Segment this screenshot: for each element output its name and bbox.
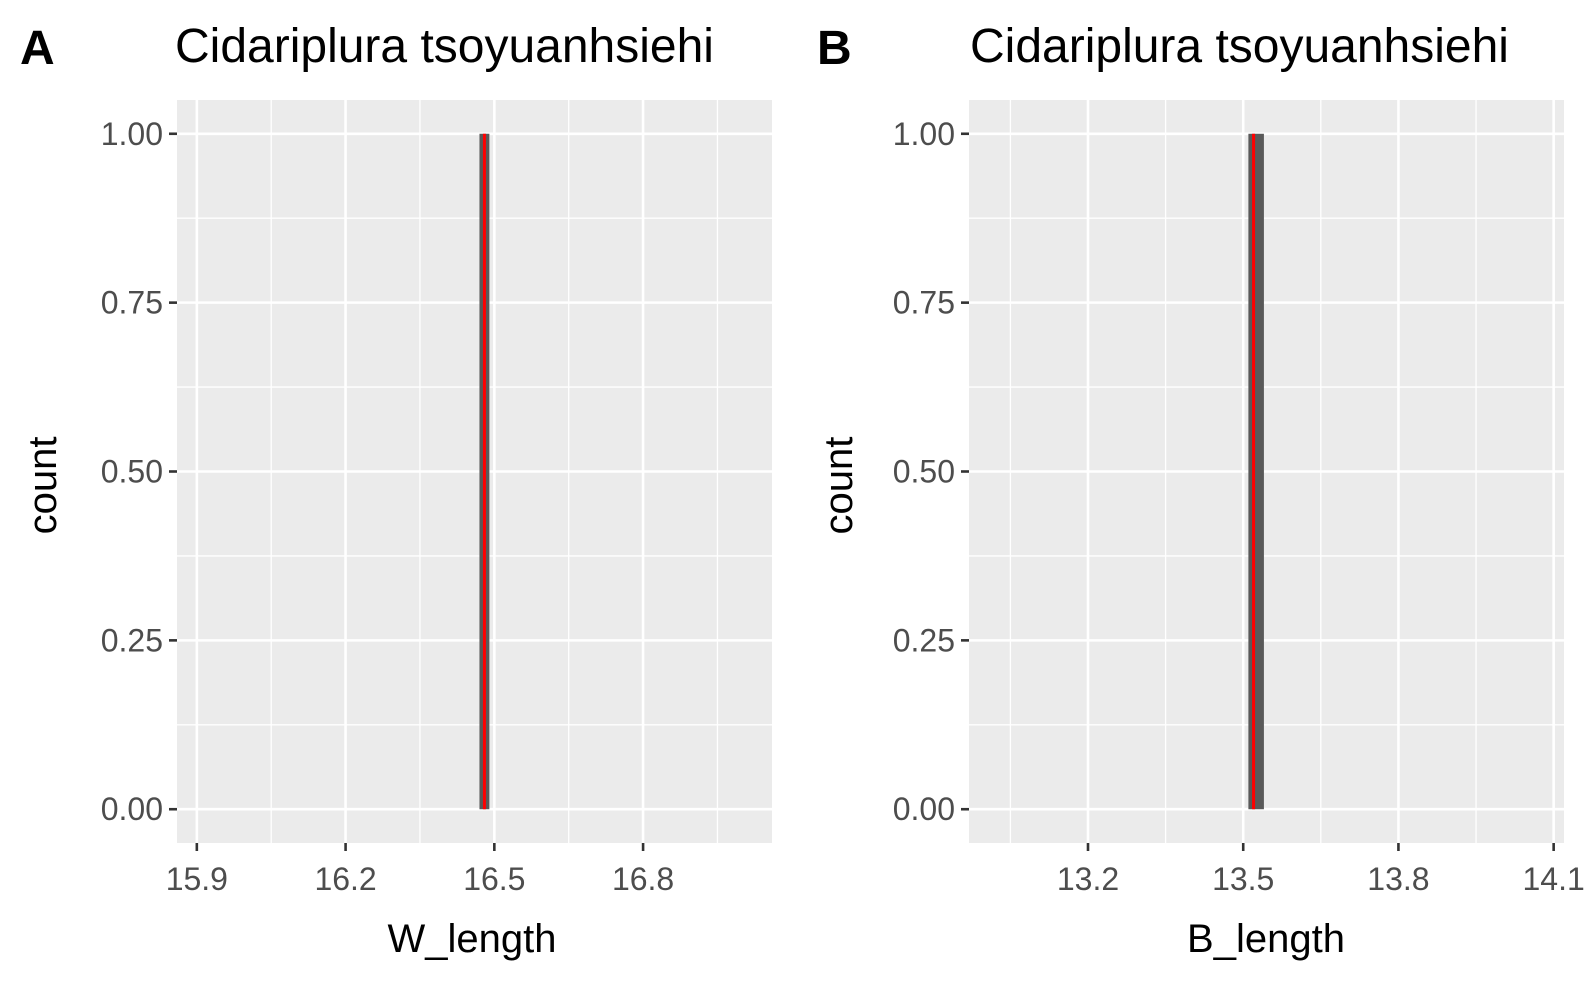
x-tick-label: 16.2	[314, 861, 376, 897]
y-axis-title: count	[21, 437, 65, 535]
y-tick-label: 0.50	[893, 454, 955, 490]
x-axis-title: B_length	[1187, 917, 1345, 961]
chart-panel-b: 0.00 0.25 0.50 0.75 1.00 13.2 13.5 13.8 14.1 B_le…	[817, 20, 1585, 961]
x-tick-label: 14.1	[1523, 861, 1585, 897]
chart-panel-a: 0.00 0.25 0.50 0.75 1.00 15.9 16.2 16.5 16.8 W_le…	[20, 20, 772, 961]
y-tick-label: 1.00	[893, 116, 955, 152]
x-tick-label: 16.5	[463, 861, 525, 897]
chart-title: Cidariplura tsoyuanhsiehi	[175, 20, 714, 73]
x-axis-title: W_length	[388, 917, 557, 961]
y-tick-label: 0.75	[893, 285, 955, 321]
y-tick-label: 1.00	[101, 116, 163, 152]
x-tick-label: 13.5	[1212, 861, 1274, 897]
panel-letter: B	[817, 22, 852, 75]
plot-area	[969, 100, 1564, 843]
x-tick-label: 16.8	[612, 861, 674, 897]
y-tick-label: 0.25	[101, 622, 163, 658]
plot-area	[177, 100, 772, 843]
chart-title: Cidariplura tsoyuanhsiehi	[970, 20, 1509, 73]
histogram-bar	[1248, 133, 1264, 810]
x-tick-label: 15.9	[166, 861, 228, 897]
x-tick-label: 13.2	[1057, 861, 1119, 897]
y-tick-label: 0.50	[101, 454, 163, 490]
y-axis-title: count	[817, 437, 861, 535]
y-tick-label: 0.00	[101, 791, 163, 827]
y-tick-label: 0.25	[893, 622, 955, 658]
y-tick-label: 0.00	[893, 791, 955, 827]
y-tick-label: 0.75	[101, 285, 163, 321]
x-tick-label: 13.8	[1367, 861, 1429, 897]
panel-letter: A	[20, 22, 55, 75]
